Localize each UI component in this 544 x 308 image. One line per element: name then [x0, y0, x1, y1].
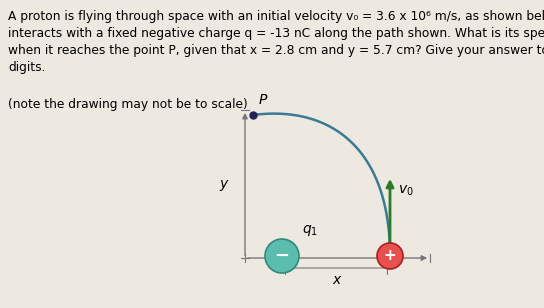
Text: (note the drawing may not be to scale): (note the drawing may not be to scale) — [8, 98, 248, 111]
Text: +: + — [384, 249, 397, 264]
Text: A proton is flying through space with an initial velocity v₀ = 3.6 x 10⁶ m/s, as: A proton is flying through space with an… — [8, 10, 544, 74]
Text: y: y — [219, 177, 227, 191]
Circle shape — [265, 239, 299, 273]
Text: −: − — [274, 247, 289, 265]
Text: x: x — [332, 273, 340, 287]
Text: $v_0$: $v_0$ — [398, 184, 413, 198]
Text: P: P — [259, 93, 267, 107]
Text: $q_1$: $q_1$ — [302, 223, 318, 238]
Circle shape — [377, 243, 403, 269]
